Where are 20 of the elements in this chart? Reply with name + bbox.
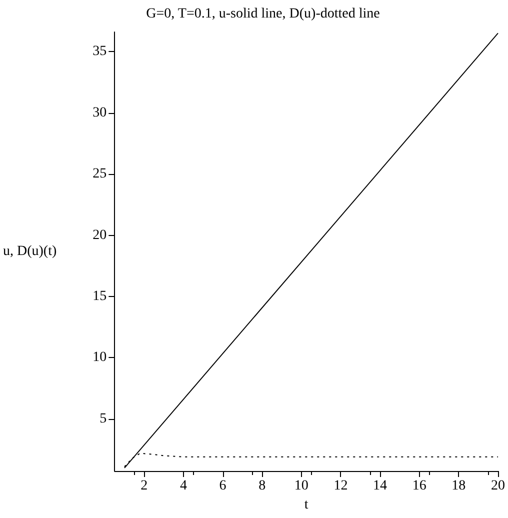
x-tick-label: 20 (491, 478, 505, 494)
x-tick-label: 10 (294, 478, 308, 494)
y-tick-label: 5 (100, 411, 107, 426)
x-tick-label: 18 (452, 478, 466, 494)
x-axis-title: t (304, 497, 308, 512)
x-tick-label: 6 (219, 478, 226, 494)
x-tick-label: 14 (373, 478, 388, 494)
y-tick-label: 20 (92, 228, 107, 243)
chart-title: G=0, T=0.1, u-solid line, D(u)-dotted line (146, 6, 380, 22)
x-tick-label: 8 (258, 478, 266, 494)
y-tick-label: 15 (92, 289, 107, 304)
y-tick-label: 10 (92, 350, 107, 366)
x-tick-label: 12 (334, 478, 348, 494)
y-tick-label: 30 (92, 105, 107, 120)
x-tick-label: 2 (140, 478, 148, 494)
x-tick-label: 16 (412, 478, 426, 494)
y-axis-title: u, D(u)(t) (2, 244, 57, 259)
y-tick-label: 25 (92, 166, 107, 182)
x-tick-label: 4 (180, 478, 187, 494)
y-tick-label: 35 (92, 44, 107, 60)
